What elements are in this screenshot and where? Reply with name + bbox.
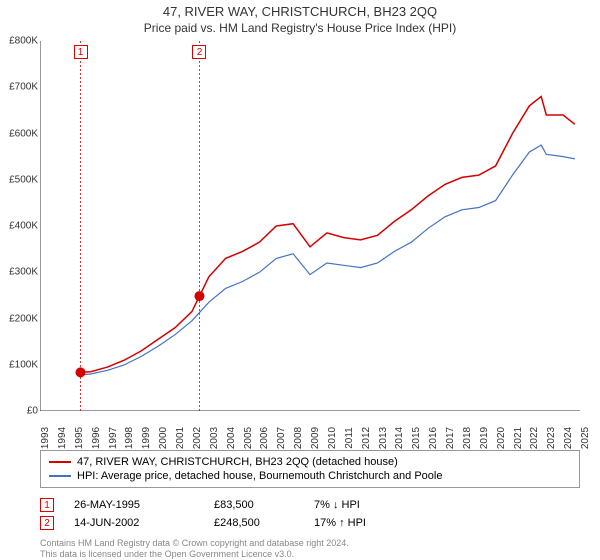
x-tick-label: 2008 xyxy=(293,427,304,449)
legend-label: 47, RIVER WAY, CHRISTCHURCH, BH23 2QQ (d… xyxy=(77,456,398,468)
tx-price: £248,500 xyxy=(214,517,294,529)
x-tick-label: 2012 xyxy=(361,427,372,449)
tx-price: £83,500 xyxy=(214,499,294,511)
marker-dot xyxy=(76,367,86,377)
x-tick-label: 2004 xyxy=(226,427,237,449)
x-axis: 1993 1994 1995 1996 1997 1998 1999 2000 2001 2002… xyxy=(40,408,580,448)
y-tick-label: £600K xyxy=(9,128,38,139)
chart-subtitle: Price paid vs. HM Land Registry's House … xyxy=(0,19,600,41)
y-tick-label: £300K xyxy=(9,267,38,278)
x-tick-label: 2006 xyxy=(259,427,270,449)
x-tick-label: 2023 xyxy=(546,427,557,449)
footer: Contains HM Land Registry data © Crown c… xyxy=(40,538,349,560)
x-tick-label: 2015 xyxy=(411,427,422,449)
marker-label: 1 xyxy=(74,45,88,59)
x-tick-label: 2022 xyxy=(529,427,540,449)
x-tick-label: 2021 xyxy=(513,427,524,449)
x-tick-label: 2024 xyxy=(563,427,574,449)
tx-delta: 7% ↓ HPI xyxy=(314,499,414,511)
series-property xyxy=(81,97,575,373)
legend-row: HPI: Average price, detached house, Bour… xyxy=(49,469,571,483)
x-tick-label: 2013 xyxy=(378,427,389,449)
x-tick-label: 1993 xyxy=(40,427,51,449)
transaction-row: 2 14-JUN-2002 £248,500 17% ↑ HPI xyxy=(40,514,580,532)
marker-dot xyxy=(194,291,204,301)
x-tick-label: 2019 xyxy=(479,427,490,449)
x-tick-label: 2007 xyxy=(276,427,287,449)
legend-label: HPI: Average price, detached house, Bour… xyxy=(77,470,442,482)
chart-title: 47, RIVER WAY, CHRISTCHURCH, BH23 2QQ xyxy=(0,0,600,19)
x-tick-label: 2018 xyxy=(462,427,473,449)
x-tick-label: 2017 xyxy=(445,427,456,449)
chart-area: £0£100K£200K£300K£400K£500K£600K£700K£80… xyxy=(40,41,600,411)
x-tick-label: 2003 xyxy=(209,427,220,449)
y-tick-label: £400K xyxy=(9,221,38,232)
series-hpi xyxy=(81,145,575,375)
chart-container: 47, RIVER WAY, CHRISTCHURCH, BH23 2QQ Pr… xyxy=(0,0,600,560)
tx-delta: 17% ↑ HPI xyxy=(314,517,414,529)
tx-marker: 1 xyxy=(40,498,54,512)
tx-date: 26-MAY-1995 xyxy=(74,499,194,511)
x-tick-label: 2014 xyxy=(394,427,405,449)
tx-date: 14-JUN-2002 xyxy=(74,517,194,529)
chart-plot xyxy=(40,41,580,411)
x-tick-label: 1994 xyxy=(57,427,68,449)
x-tick-label: 2002 xyxy=(192,427,203,449)
transaction-row: 1 26-MAY-1995 £83,500 7% ↓ HPI xyxy=(40,496,580,514)
legend-swatch xyxy=(49,461,71,463)
x-tick-label: 2009 xyxy=(310,427,321,449)
x-tick-label: 1996 xyxy=(91,427,102,449)
y-tick-label: £0 xyxy=(27,406,38,417)
x-tick-label: 2025 xyxy=(580,427,591,449)
x-tick-label: 2001 xyxy=(175,427,186,449)
legend: 47, RIVER WAY, CHRISTCHURCH, BH23 2QQ (d… xyxy=(40,450,580,488)
x-tick-label: 1999 xyxy=(141,427,152,449)
legend-row: 47, RIVER WAY, CHRISTCHURCH, BH23 2QQ (d… xyxy=(49,455,571,469)
y-tick-label: £200K xyxy=(9,313,38,324)
y-tick-label: £500K xyxy=(9,174,38,185)
x-tick-label: 2020 xyxy=(496,427,507,449)
x-tick-label: 2010 xyxy=(327,427,338,449)
x-tick-label: 1998 xyxy=(124,427,135,449)
x-tick-label: 1995 xyxy=(74,427,85,449)
transactions-table: 1 26-MAY-1995 £83,500 7% ↓ HPI 2 14-JUN-2002 £… xyxy=(40,496,580,532)
marker-label: 2 xyxy=(192,45,206,59)
x-tick-label: 2005 xyxy=(243,427,254,449)
x-tick-label: 2016 xyxy=(428,427,439,449)
y-axis: £0£100K£200K£300K£400K£500K£600K£700K£80… xyxy=(0,41,40,411)
x-tick-label: 2011 xyxy=(344,427,355,449)
x-tick-label: 1997 xyxy=(108,427,119,449)
x-tick-label: 2000 xyxy=(158,427,169,449)
y-tick-label: £100K xyxy=(9,359,38,370)
footer-line-1: Contains HM Land Registry data © Crown c… xyxy=(40,538,349,549)
y-tick-label: £700K xyxy=(9,82,38,93)
footer-line-2: This data is licensed under the Open Gov… xyxy=(40,549,349,560)
tx-marker: 2 xyxy=(40,516,54,530)
legend-swatch xyxy=(49,475,71,477)
y-tick-label: £800K xyxy=(9,36,38,47)
